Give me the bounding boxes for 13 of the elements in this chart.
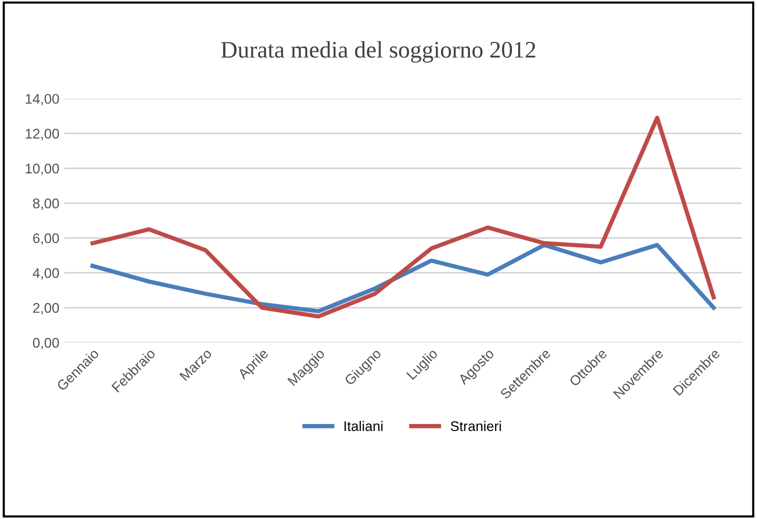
- y-tick-label: 2,00: [33, 303, 59, 315]
- y-tick-label: 8,00: [33, 198, 59, 210]
- line-series: [90, 242, 716, 314]
- y-tick-label: 14,00: [26, 94, 59, 106]
- y-tick-label: 6,00: [33, 233, 59, 245]
- legend-label: Stranieri: [450, 420, 501, 432]
- y-tick-label: 4,00: [32, 268, 59, 280]
- legend-label: Italiani: [344, 420, 382, 432]
- line-series: [90, 116, 716, 318]
- y-tick-label: 10,00: [26, 164, 59, 176]
- y-tick-label: 0,00: [32, 338, 59, 350]
- chart-title: Durata media del soggiorno 2012: [221, 41, 536, 63]
- y-tick-label: 12,00: [26, 128, 59, 140]
